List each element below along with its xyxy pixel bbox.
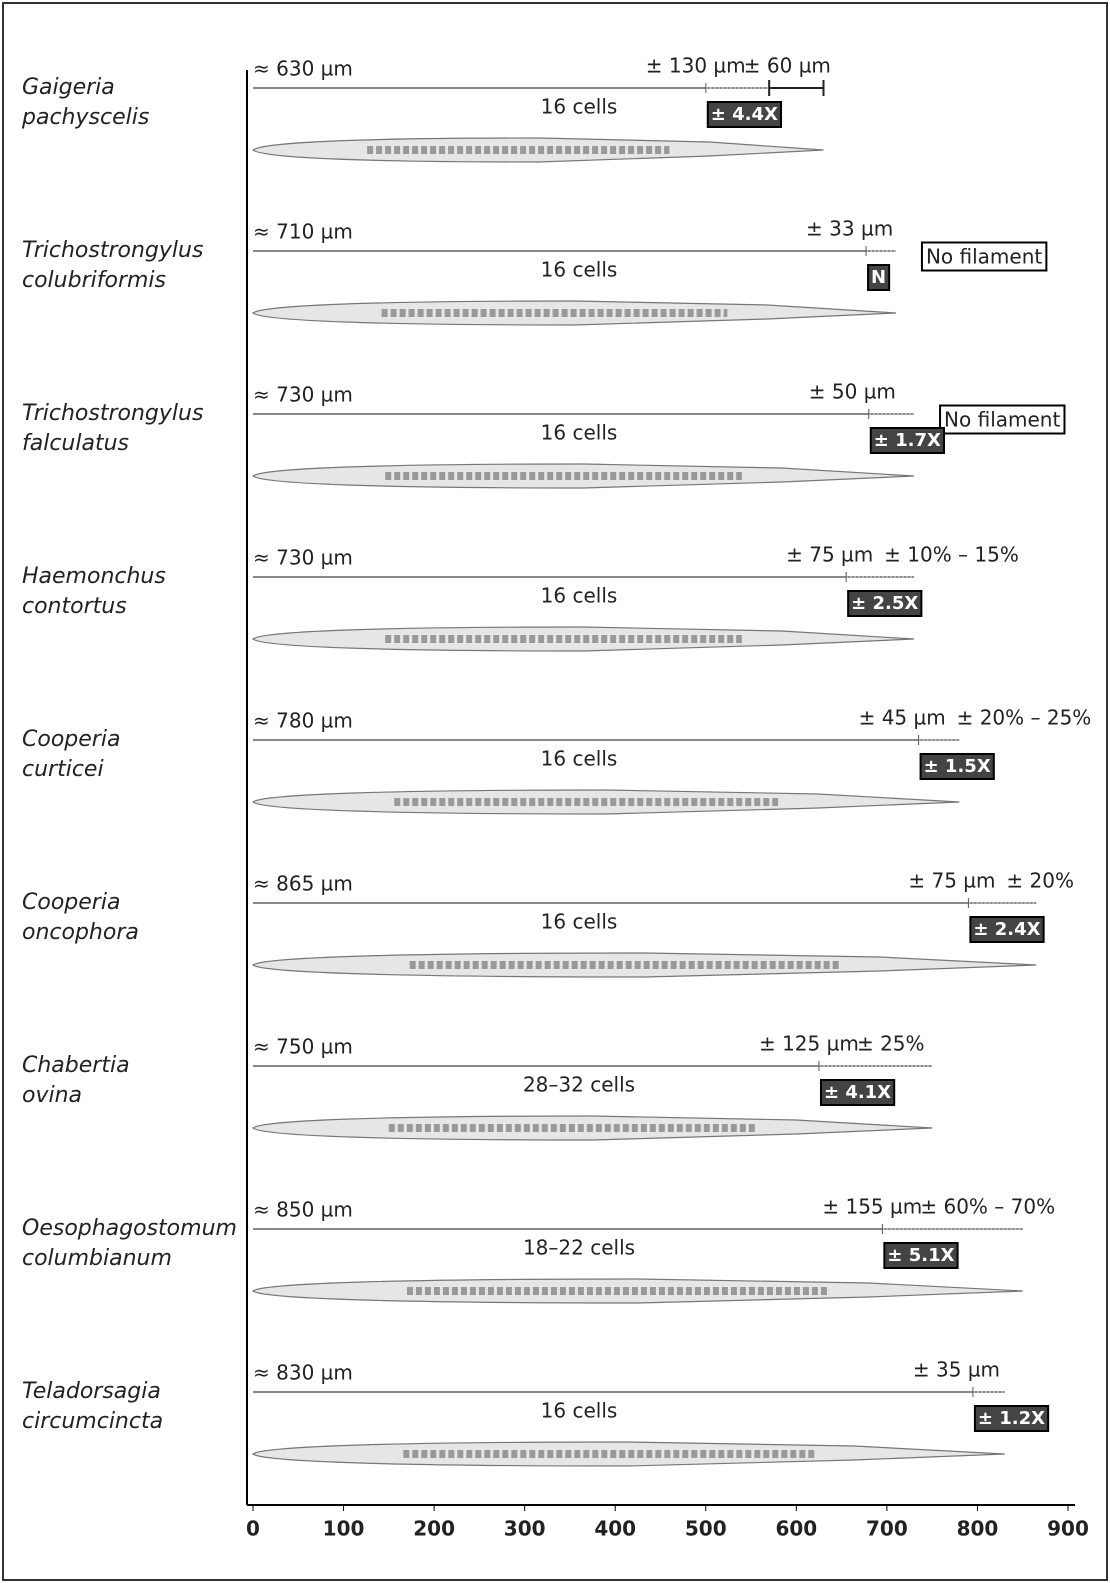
ratio-label: ± 1.7X [874, 430, 941, 451]
ratio-label: ± 4.1X [824, 1082, 891, 1103]
filament-label: ± 25% [857, 1032, 925, 1056]
x-tick-label: 300 [504, 1517, 546, 1541]
species-name: colubriformis [22, 268, 166, 293]
ratio-label: ± 2.5X [851, 593, 918, 614]
species-name: oncophora [22, 920, 139, 945]
species-name: columbianum [22, 1246, 172, 1271]
ratio-label: ± 4.4X [711, 104, 778, 125]
x-tick-label: 400 [594, 1517, 636, 1541]
filament-label: ± 60 µm [744, 54, 831, 78]
species-name: curticei [22, 757, 104, 782]
length-label: ≈ 630 µm [253, 57, 353, 81]
x-tick-label: 0 [246, 1517, 260, 1541]
species-name: Teladorsagia [22, 1379, 161, 1404]
length-label: ≈ 830 µm [253, 1361, 353, 1385]
cells-label: 16 cells [541, 95, 618, 119]
cells-label: 16 cells [541, 421, 618, 445]
species-name: Haemonchus [22, 564, 166, 589]
x-tick-label: 600 [775, 1517, 817, 1541]
x-tick-label: 900 [1047, 1517, 1089, 1541]
tail-label: ± 75 µm [908, 869, 995, 893]
species-name: pachyscelis [21, 105, 149, 130]
species-name: contortus [22, 594, 127, 619]
cells-label: 16 cells [541, 910, 618, 934]
tail-label: ± 125 µm [759, 1032, 859, 1056]
length-label: ≈ 780 µm [253, 709, 353, 733]
species-name: Chabertia [22, 1053, 130, 1078]
species-name: Gaigeria [22, 75, 115, 100]
species-name: ovina [22, 1083, 82, 1108]
species-name: Oesophagostomum [22, 1216, 237, 1241]
cells-label: 28–32 cells [523, 1073, 635, 1097]
length-label: ≈ 850 µm [253, 1198, 353, 1222]
species-name: circumcincta [22, 1409, 163, 1434]
filament-label: ± 10% – 15% [884, 543, 1019, 567]
chart: 0 100 200 300 400 500 600 700 800 900 Gaigeria pach… [0, 0, 1110, 1583]
species-name: Trichostrongylus [22, 401, 203, 426]
x-tick-label: 800 [957, 1517, 999, 1541]
species-name: Cooperia [22, 727, 120, 752]
filament-label: No filament [944, 408, 1060, 432]
x-tick-label: 700 [866, 1517, 908, 1541]
filament-label: No filament [926, 245, 1042, 269]
x-tick-label: 100 [323, 1517, 365, 1541]
tail-label: ± 155 µm [822, 1195, 922, 1219]
tail-label: ± 130 µm [646, 54, 746, 78]
cells-label: 16 cells [541, 1399, 618, 1423]
cells-label: 18–22 cells [523, 1236, 635, 1260]
cells-label: 16 cells [541, 258, 618, 282]
filament-label: ± 20% – 25% [957, 706, 1092, 730]
tail-label: ± 33 µm [806, 217, 893, 241]
species-name: Trichostrongylus [22, 238, 203, 263]
length-label: ≈ 750 µm [253, 1035, 353, 1059]
filament-label: ± 60% – 70% [920, 1195, 1055, 1219]
tail-label: ± 35 µm [913, 1358, 1000, 1382]
ratio-label: ± 2.4X [973, 919, 1040, 940]
ratio-label: ± 5.1X [887, 1245, 954, 1266]
ratio-label: N [871, 267, 886, 288]
cells-label: 16 cells [541, 584, 618, 608]
filament-bracket [769, 80, 823, 96]
x-tick-label: 500 [685, 1517, 727, 1541]
x-tick-label: 200 [413, 1517, 455, 1541]
ratio-label: ± 1.5X [924, 756, 991, 777]
filament-label: ± 20% [1006, 869, 1074, 893]
tail-label: ± 75 µm [786, 543, 873, 567]
length-label: ≈ 730 µm [253, 546, 353, 570]
length-label: ≈ 730 µm [253, 383, 353, 407]
cells-label: 16 cells [541, 747, 618, 771]
species-name: falculatus [22, 431, 129, 456]
tail-label: ± 50 µm [809, 380, 896, 404]
length-label: ≈ 865 µm [253, 872, 353, 896]
species-name: Cooperia [22, 890, 120, 915]
ratio-label: ± 1.2X [978, 1408, 1045, 1429]
tail-label: ± 45 µm [859, 706, 946, 730]
length-label: ≈ 710 µm [253, 220, 353, 244]
